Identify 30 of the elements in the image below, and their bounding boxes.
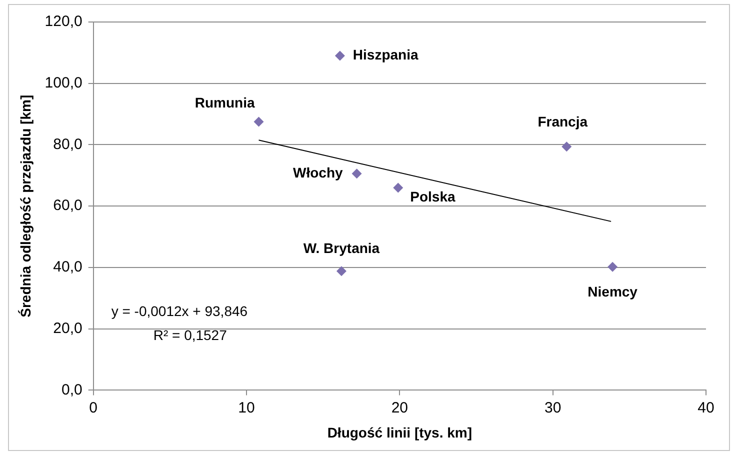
y-axis-title: Średnia odległość przejazdu [km] bbox=[17, 94, 34, 318]
y-tick-label: 40,0 bbox=[53, 258, 82, 276]
x-tick-label: 10 bbox=[238, 399, 255, 416]
y-tick-label: 80,0 bbox=[53, 136, 82, 153]
y-tick-label: 0,0 bbox=[61, 381, 82, 398]
annotation: Hiszpania bbox=[352, 46, 418, 63]
point bbox=[336, 266, 346, 276]
annotation: y = -0,0012x + 93,846 bbox=[111, 303, 248, 320]
point bbox=[393, 182, 404, 193]
annotation: W. Brytania bbox=[303, 240, 380, 256]
x-tick-label: 0 bbox=[89, 399, 98, 416]
annotation: Włochy bbox=[293, 164, 343, 180]
y-tick-label: 120,0 bbox=[44, 13, 82, 30]
point bbox=[352, 168, 362, 179]
point bbox=[608, 262, 618, 272]
x-tick-label: 40 bbox=[698, 399, 714, 416]
point bbox=[254, 116, 264, 127]
annotation: R² = 0,1527 bbox=[153, 327, 228, 344]
y-tick-label: 60,0 bbox=[53, 197, 82, 214]
x-tick-label: 20 bbox=[391, 399, 408, 416]
x-tick-label: 30 bbox=[544, 399, 562, 416]
point bbox=[334, 50, 345, 61]
y-tick-label: 100,0 bbox=[44, 74, 82, 92]
y-tick-label: 20,0 bbox=[53, 320, 82, 337]
annotation: Niemcy bbox=[588, 284, 638, 300]
annotation: Polska bbox=[410, 188, 456, 205]
point bbox=[562, 142, 572, 152]
x-axis-title: Długość linii [tys. km] bbox=[327, 424, 472, 440]
annotation: Rumunia bbox=[194, 94, 255, 111]
annotation: Francja bbox=[538, 113, 588, 130]
